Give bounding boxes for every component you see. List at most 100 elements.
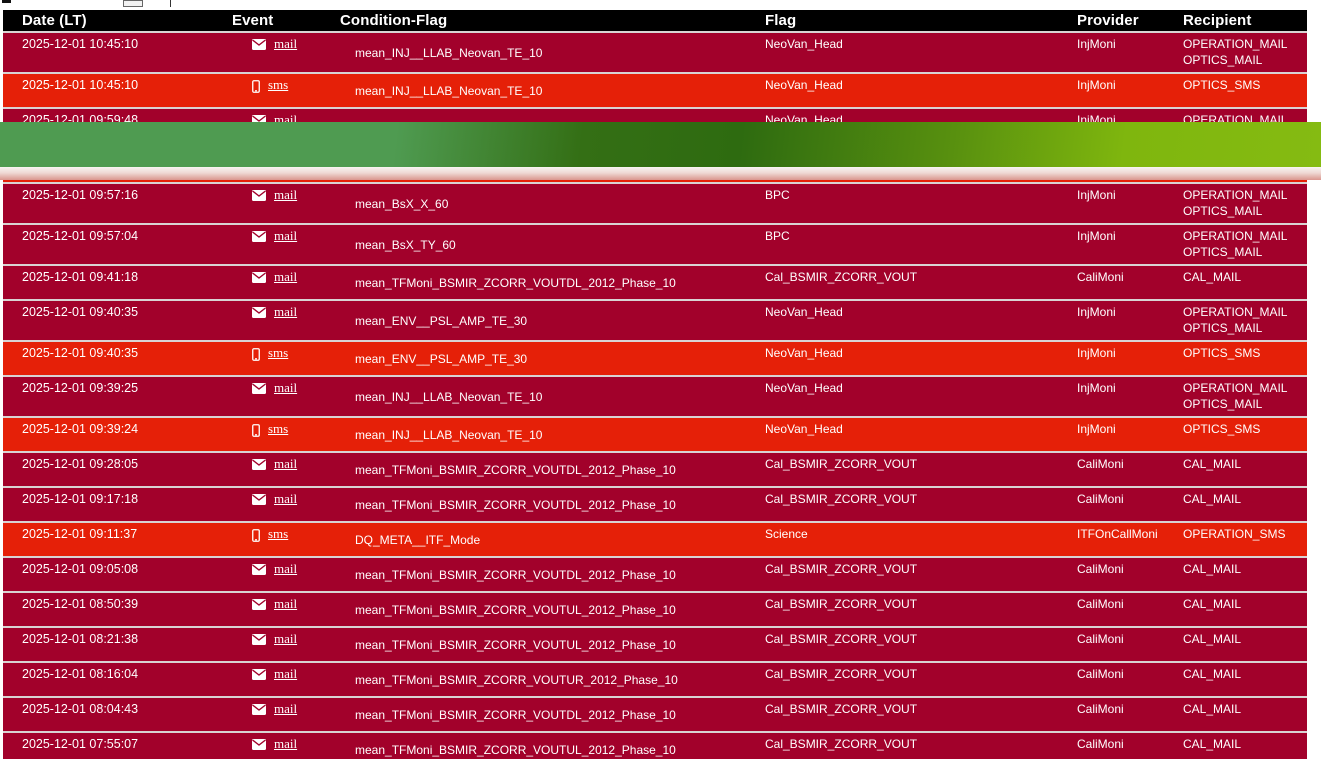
- event-cell: mail: [213, 184, 321, 223]
- condition-cell: mean_ENV__PSL_AMP_TE_30: [355, 313, 528, 328]
- event-link[interactable]: mail: [274, 666, 298, 681]
- phone-icon: [252, 80, 260, 93]
- provider-cell: ITFOnCallMoni: [1077, 527, 1158, 541]
- event-link[interactable]: mail: [274, 112, 298, 127]
- event-link[interactable]: mail: [274, 736, 298, 751]
- recipient-entry: OPTICS_MAIL: [1183, 53, 1263, 67]
- table-row: 2025-12-01 09:41:18 mail mean_TFMoni_BSM…: [3, 266, 1307, 301]
- recipient-entry: OPTICS_SMS: [1183, 346, 1261, 360]
- date-cell: 2025-12-01 08:04:43: [22, 702, 139, 716]
- provider-cell: InjMoni: [1077, 381, 1116, 395]
- event-cell: sms: [213, 418, 321, 451]
- recipient-cell: CAL_MAIL: [1164, 628, 1307, 661]
- event-cell: mail: [213, 558, 321, 591]
- recipient-entry: OPERATION_SMS: [1183, 527, 1286, 541]
- envelope-icon: [252, 39, 266, 50]
- event-cell: mail: [213, 301, 321, 340]
- column-header-event: Event: [232, 12, 274, 29]
- flag-cell: [746, 150, 1058, 182]
- event-link[interactable]: sms: [268, 77, 289, 92]
- event-link[interactable]: mail: [274, 631, 298, 646]
- table-row: 2025-12-01 09:57:16 mail mean_BsX_X_60 B…: [3, 184, 1307, 225]
- event-link[interactable]: mail: [274, 596, 298, 611]
- provider-cell: CaliMoni: [1077, 270, 1124, 284]
- event-link[interactable]: mail: [274, 269, 298, 284]
- event-link[interactable]: mail: [274, 491, 298, 506]
- recipient-entry: OPERATION_MAIL: [1183, 37, 1288, 51]
- event-cell: mail: [213, 266, 321, 299]
- condition-cell: mean_TFMoni_BSMIR_ZCORR_VOUTUR_2012_Phas…: [355, 672, 678, 687]
- recipient-entry: CAL_MAIL: [1183, 702, 1242, 716]
- flag-cell: BPC: [765, 188, 790, 202]
- recipient-entry: OPTICS_MAIL: [1183, 321, 1263, 335]
- event-cell: mail: [213, 698, 321, 731]
- event-cell: mail: [213, 488, 321, 521]
- provider-cell: CaliMoni: [1077, 492, 1124, 506]
- event-cell: sms: [213, 74, 321, 107]
- recipient-entry: CAL_MAIL: [1183, 270, 1242, 284]
- column-header-flag: Flag: [765, 12, 797, 29]
- event-link[interactable]: mail: [274, 456, 298, 471]
- recipient-entry: OPERATION_MAIL: [1183, 381, 1288, 395]
- event-link[interactable]: mail: [274, 304, 298, 319]
- recipient-entry: OPTICS_MAIL: [1183, 245, 1263, 259]
- event-link[interactable]: sms: [268, 345, 289, 360]
- recipient-entry: CAL_MAIL: [1183, 737, 1242, 751]
- condition-cell: mean_INJ__LLAB_Neovan_TE_10: [355, 45, 543, 60]
- table-row: 2025-12-01 07:55:07 mail mean_TFMoni_BSM…: [3, 733, 1307, 759]
- event-link[interactable]: mail: [274, 187, 298, 202]
- condition-cell: mean_INJ__LLAB_Neovan_TE_10: [355, 389, 543, 404]
- event-cell: mail: [213, 453, 321, 486]
- recipient-entry: CAL_MAIL: [1183, 457, 1242, 471]
- flag-cell: NeoVan_Head: [765, 381, 843, 395]
- table-row: 2025-12-01 08:21:38 mail mean_TFMoni_BSM…: [3, 628, 1307, 663]
- table-row: 2025-12-01 09:11:37 sms DQ_META__ITF_Mod…: [3, 523, 1307, 558]
- envelope-icon: [252, 599, 266, 610]
- condition-cell: mean_INJ__LLAB_Neovan_TE_10: [355, 83, 543, 98]
- condition-cell: DQ_META__ITF_Mode: [355, 532, 481, 547]
- flag-cell: Cal_BSMIR_ZCORR_VOUT: [765, 667, 918, 681]
- event-cell: mail: [213, 593, 321, 626]
- event-link[interactable]: sms: [268, 526, 289, 541]
- flag-cell: Cal_BSMIR_ZCORR_VOUT: [765, 597, 918, 611]
- provider-cell: InjMoni: [1077, 188, 1116, 202]
- event-link[interactable]: mail: [274, 380, 298, 395]
- envelope-icon: [252, 190, 266, 201]
- recipient-cell: CAL_MAIL: [1164, 663, 1307, 696]
- recipient-cell: CAL_MAIL: [1164, 558, 1307, 591]
- provider-cell: [1058, 150, 1164, 182]
- envelope-icon: [252, 459, 266, 470]
- envelope-icon: [252, 115, 266, 126]
- flag-cell: BPC: [765, 229, 790, 243]
- event-link[interactable]: mail: [274, 36, 298, 51]
- flag-cell: NeoVan_Head: [765, 305, 843, 319]
- condition-cell: mean_TFMoni_BSMIR_ZCORR_VOUTUL_2012_Phas…: [355, 602, 676, 617]
- recipient-cell: CAL_MAIL: [1164, 593, 1307, 626]
- recipient-entry: CAL_MAIL: [1183, 562, 1242, 576]
- table-row: 2025-12-01 08:50:39 mail mean_TFMoni_BSM…: [3, 593, 1307, 628]
- provider-cell: CaliMoni: [1077, 597, 1124, 611]
- event-link[interactable]: mail: [274, 228, 298, 243]
- recipient-entry: CAL_MAIL: [1183, 492, 1242, 506]
- envelope-icon: [252, 231, 266, 242]
- recipient-entry: OPTICS_MAIL: [1183, 129, 1263, 143]
- recipient-entry: OPERATION_MAIL: [1183, 113, 1288, 127]
- date-cell: 2025-12-01 07:55:07: [22, 737, 139, 751]
- event-link[interactable]: mail: [274, 561, 298, 576]
- recipient-entry: CAL_MAIL: [1183, 632, 1242, 646]
- date-cell: 2025-12-01 09:28:05: [22, 457, 139, 471]
- recipient-cell: CAL_MAIL: [1164, 266, 1307, 299]
- table-row: 2025-12-01 09:39:25 mail mean_INJ__LLAB_…: [3, 377, 1307, 418]
- provider-cell: InjMoni: [1077, 346, 1116, 360]
- phone-icon: [252, 529, 260, 542]
- provider-cell: InjMoni: [1077, 113, 1116, 127]
- recipient-cell: OPERATION_MAIL OPTICS_MAIL: [1164, 377, 1307, 416]
- flag-cell: NeoVan_Head: [765, 422, 843, 436]
- event-link[interactable]: sms: [268, 421, 289, 436]
- recipient-cell: OPTICS_SMS: [1164, 342, 1307, 375]
- provider-cell: CaliMoni: [1077, 702, 1124, 716]
- event-link[interactable]: mail: [274, 701, 298, 716]
- recipient-cell: OPERATION_MAIL OPTICS_MAIL: [1164, 109, 1307, 148]
- recipient-cell: OPERATION_SMS: [1164, 523, 1307, 556]
- recipient-entry: OPTICS_MAIL: [1183, 204, 1263, 218]
